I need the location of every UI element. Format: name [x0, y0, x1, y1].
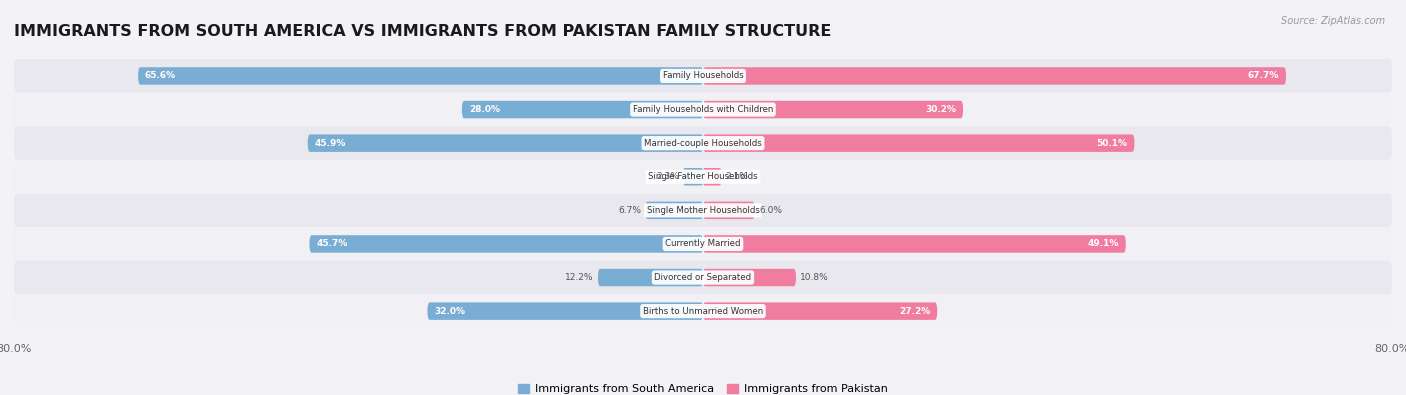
FancyBboxPatch shape [461, 101, 703, 118]
Text: 49.1%: 49.1% [1088, 239, 1119, 248]
Legend: Immigrants from South America, Immigrants from Pakistan: Immigrants from South America, Immigrant… [513, 379, 893, 395]
Text: 65.6%: 65.6% [145, 71, 176, 81]
Text: Family Households: Family Households [662, 71, 744, 81]
FancyBboxPatch shape [703, 303, 938, 320]
Text: Births to Unmarried Women: Births to Unmarried Women [643, 307, 763, 316]
Text: Currently Married: Currently Married [665, 239, 741, 248]
FancyBboxPatch shape [683, 168, 703, 186]
Text: 12.2%: 12.2% [565, 273, 593, 282]
FancyBboxPatch shape [14, 294, 1392, 328]
FancyBboxPatch shape [703, 168, 721, 186]
Text: Source: ZipAtlas.com: Source: ZipAtlas.com [1281, 16, 1385, 26]
FancyBboxPatch shape [598, 269, 703, 286]
Text: 28.0%: 28.0% [468, 105, 499, 114]
Text: Divorced or Separated: Divorced or Separated [654, 273, 752, 282]
FancyBboxPatch shape [14, 227, 1392, 261]
FancyBboxPatch shape [14, 261, 1392, 294]
FancyBboxPatch shape [703, 67, 1286, 85]
Text: 2.3%: 2.3% [657, 172, 679, 181]
FancyBboxPatch shape [14, 126, 1392, 160]
Text: Single Father Households: Single Father Households [648, 172, 758, 181]
FancyBboxPatch shape [703, 134, 1135, 152]
Text: Single Mother Households: Single Mother Households [647, 206, 759, 215]
Text: 32.0%: 32.0% [434, 307, 465, 316]
FancyBboxPatch shape [703, 269, 796, 286]
Text: 45.7%: 45.7% [316, 239, 347, 248]
FancyBboxPatch shape [308, 134, 703, 152]
Text: 2.1%: 2.1% [725, 172, 748, 181]
Text: IMMIGRANTS FROM SOUTH AMERICA VS IMMIGRANTS FROM PAKISTAN FAMILY STRUCTURE: IMMIGRANTS FROM SOUTH AMERICA VS IMMIGRA… [14, 24, 831, 39]
Text: 30.2%: 30.2% [925, 105, 956, 114]
FancyBboxPatch shape [309, 235, 703, 253]
Text: 45.9%: 45.9% [315, 139, 346, 148]
FancyBboxPatch shape [138, 67, 703, 85]
FancyBboxPatch shape [703, 201, 755, 219]
FancyBboxPatch shape [703, 101, 963, 118]
Text: 50.1%: 50.1% [1097, 139, 1128, 148]
Text: Family Households with Children: Family Households with Children [633, 105, 773, 114]
Text: 67.7%: 67.7% [1247, 71, 1279, 81]
FancyBboxPatch shape [645, 201, 703, 219]
Text: 6.0%: 6.0% [759, 206, 782, 215]
Text: 6.7%: 6.7% [619, 206, 641, 215]
FancyBboxPatch shape [427, 303, 703, 320]
Text: 27.2%: 27.2% [898, 307, 931, 316]
FancyBboxPatch shape [14, 160, 1392, 194]
Text: 10.8%: 10.8% [800, 273, 830, 282]
FancyBboxPatch shape [14, 93, 1392, 126]
FancyBboxPatch shape [14, 194, 1392, 227]
Text: Married-couple Households: Married-couple Households [644, 139, 762, 148]
FancyBboxPatch shape [703, 235, 1126, 253]
FancyBboxPatch shape [14, 59, 1392, 93]
